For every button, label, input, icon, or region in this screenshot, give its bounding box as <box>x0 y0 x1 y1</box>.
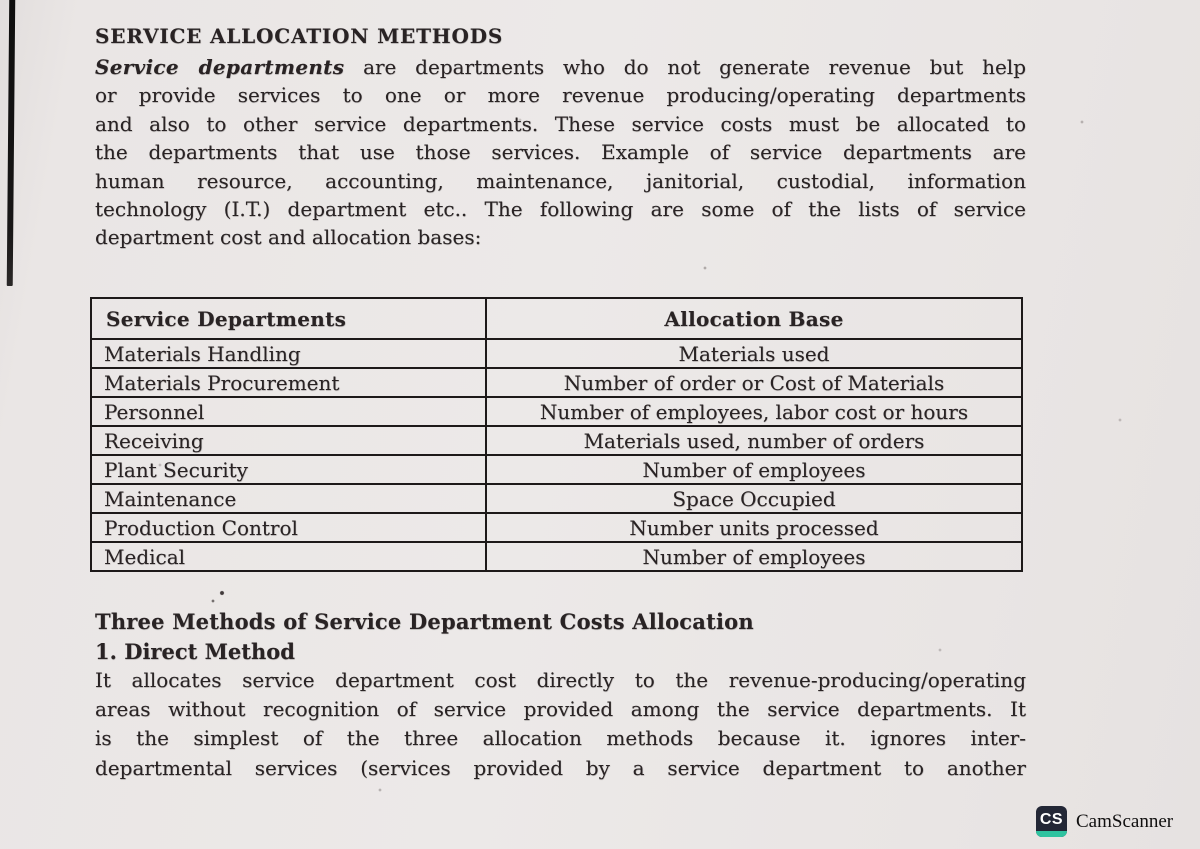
table-row: Materials Handling Materials used <box>90 338 1023 369</box>
base-cell: Number of employees <box>485 541 1023 572</box>
camscanner-icon: CS <box>1036 806 1067 837</box>
base-cell: Number units processed <box>485 512 1023 543</box>
camscanner-icon-accent-bar <box>1036 831 1067 837</box>
body-line: is the simplest of the three allocation … <box>95 726 1026 751</box>
camscanner-watermark: CS CamScanner <box>1036 806 1173 837</box>
intro-line: the departments that use those services.… <box>95 140 1026 165</box>
table-row: Production Control Number units processe… <box>90 512 1023 543</box>
dept-cell: Maintenance <box>90 483 487 514</box>
base-cell: Number of employees <box>485 454 1023 485</box>
base-cell: Space Occupied <box>485 483 1023 514</box>
allocation-table: Service Departments Allocation Base Mate… <box>90 297 1023 572</box>
intro-line: or provide services to one or more reven… <box>95 83 1026 108</box>
dept-cell: Materials Procurement <box>90 367 487 398</box>
table-row: Plant Security Number of employees <box>90 454 1023 485</box>
camscanner-icon-letters: CS <box>1039 810 1064 828</box>
table-row: Materials Procurement Number of order or… <box>90 367 1023 398</box>
body-line: It allocates service department cost dir… <box>95 668 1026 692</box>
dept-cell: Receiving <box>90 425 487 456</box>
table-row: Maintenance Space Occupied <box>90 483 1023 514</box>
column-header-service-departments: Service Departments <box>90 297 487 340</box>
intro-line: Service departments are departments who … <box>95 53 1026 81</box>
column-header-allocation-base: Allocation Base <box>485 297 1023 340</box>
base-cell: Number of order or Cost of Materials <box>485 367 1023 398</box>
direct-method-subheading: 1. Direct Method <box>95 639 295 664</box>
dept-cell: Plant Security <box>90 454 487 485</box>
table-row: Personnel Number of employees, labor cos… <box>90 396 1023 427</box>
section-heading: Three Methods of Service Department Cost… <box>95 609 754 634</box>
scan-edge-artifact <box>6 0 16 287</box>
table-header-row: Service Departments Allocation Base <box>90 297 1023 340</box>
intro-line: and also to other service departments. T… <box>95 111 1026 136</box>
intro-lead-term: Service departments <box>95 55 345 79</box>
direct-method-section: Three Methods of Service Department Cost… <box>95 607 1026 783</box>
dept-cell: Production Control <box>90 512 487 543</box>
body-line: areas without recognition of service pro… <box>95 697 1026 722</box>
intro-line: human resource, accounting, maintenance,… <box>95 168 1026 193</box>
allocation-table-header: Service Departments Allocation Base <box>90 297 1023 340</box>
table-row: Receiving Materials used, number of orde… <box>90 425 1023 456</box>
intro-line: technology (I.T.) department etc.. The f… <box>95 197 1026 222</box>
camscanner-label: CamScanner <box>1076 810 1174 832</box>
intro-line-text: are departments who do not generate reve… <box>344 55 1026 79</box>
page-title: SERVICE ALLOCATION METHODS <box>95 24 504 48</box>
intro-paragraph: Service departments are departments who … <box>95 53 1026 252</box>
dept-cell: Personnel <box>90 396 487 427</box>
dept-cell: Materials Handling <box>90 338 487 369</box>
base-cell: Materials used, number of orders <box>485 425 1023 456</box>
body-line: departmental services (services provided… <box>95 755 1026 780</box>
base-cell: Materials used <box>485 338 1023 369</box>
table-row: Medical Number of employees <box>90 541 1023 572</box>
base-cell: Number of employees, labor cost or hours <box>485 396 1023 427</box>
dept-cell: Medical <box>90 541 487 572</box>
allocation-table-body: Materials Handling Materials used Materi… <box>90 338 1023 572</box>
intro-line: department cost and allocation bases: <box>95 225 482 250</box>
